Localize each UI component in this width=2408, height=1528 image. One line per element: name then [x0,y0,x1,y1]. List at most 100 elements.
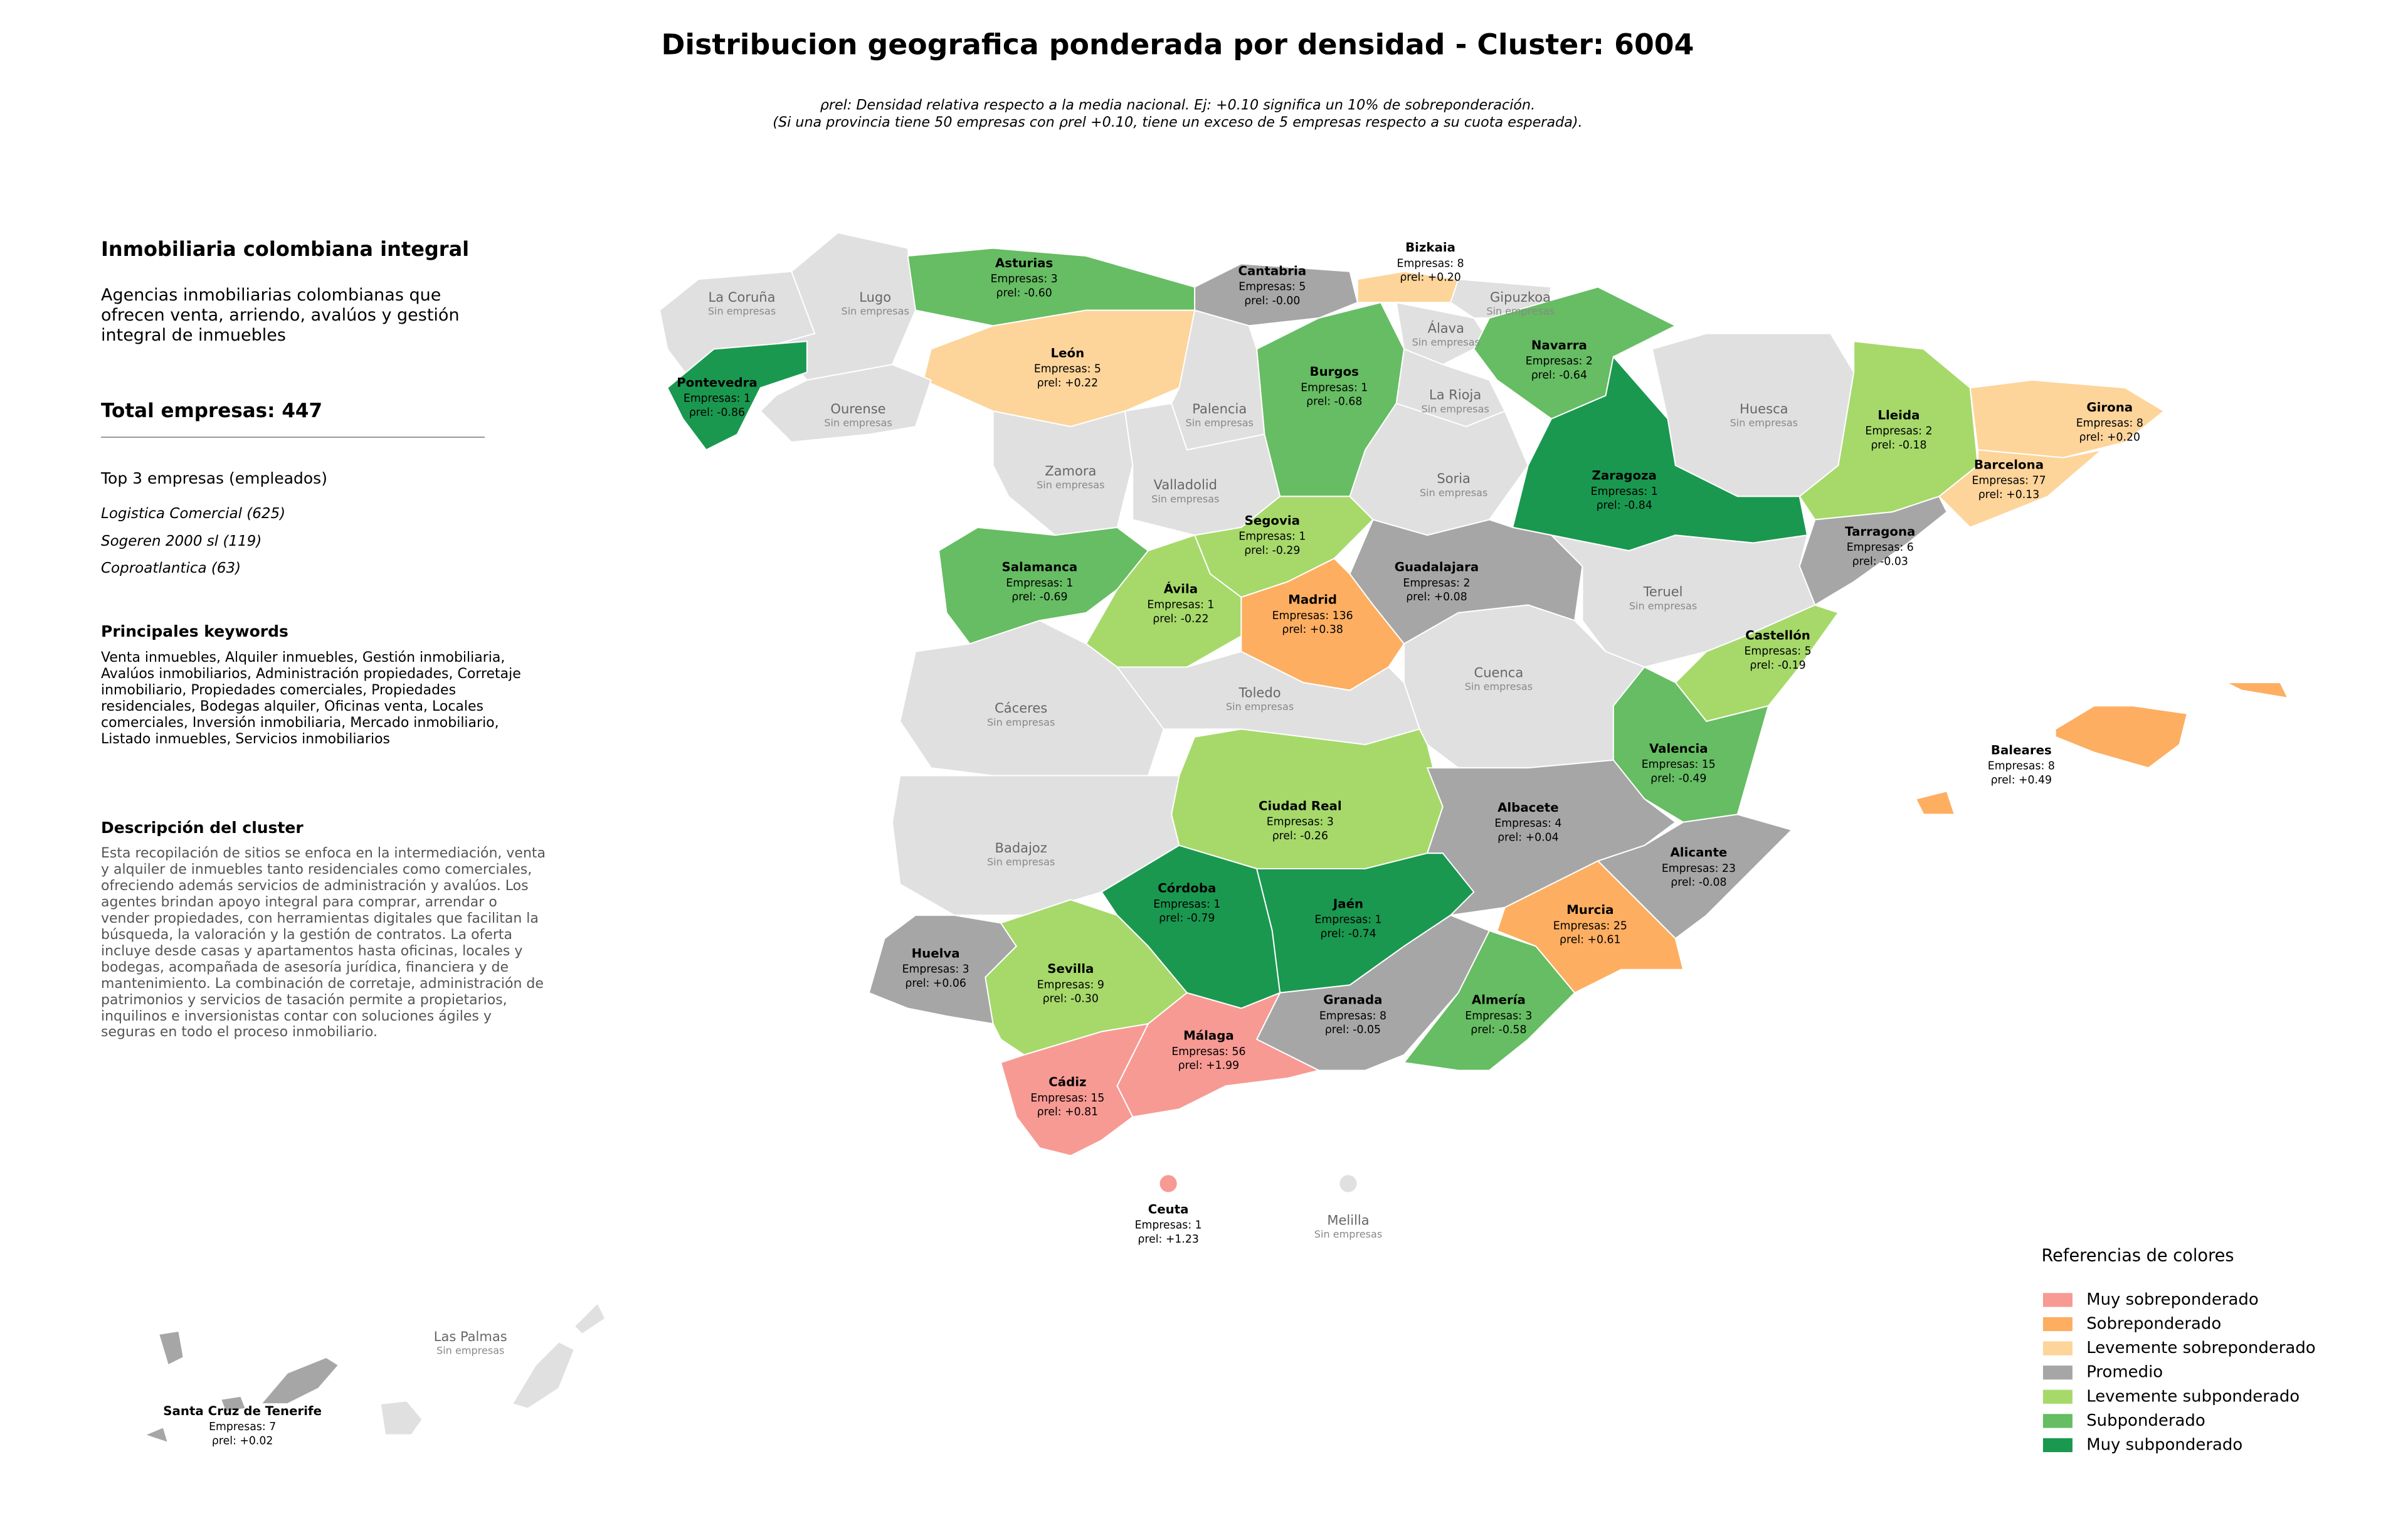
province-name: Santa Cruz de Tenerife [163,1404,322,1418]
province-shape [1116,650,1421,746]
province-note: Sin empresas [842,305,909,317]
province-name: Valladolid [1154,477,1217,492]
legend-label: Levemente subponderado [2086,1387,2300,1406]
province-rho: ρrel: +0.08 [1406,591,1467,603]
province-count: Empresas: 8 [1319,1010,1386,1022]
province-count: Empresas: 23 [1662,862,1736,875]
province-shape [1938,448,2104,529]
legend-swatch [2042,1317,2073,1332]
province-name: Baleares [1991,743,2052,757]
province-count: Empresas: 5 [1744,645,1811,658]
province-name: Lugo [859,289,891,305]
province-shape [1914,790,1956,815]
province-count: Empresas: 1 [1314,914,1381,926]
province-name: Jaén [1332,896,1363,911]
province-count: Empresas: 4 [1494,817,1561,830]
legend-swatch [2042,1366,2073,1380]
province-name: Toledo [1238,684,1281,700]
province-count: Empresas: 6 [1847,541,1914,554]
top-company: Sogeren 2000 sl (119) [101,533,262,549]
province-rho: ρrel: -0.64 [1531,369,1587,381]
province-name: Álava [1428,320,1464,336]
province-count: Empresas: 3 [991,273,1058,285]
province-count: Empresas: 2 [1403,577,1470,590]
province-count: Empresas: 15 [1030,1092,1104,1105]
province-name: Asturias [995,256,1053,270]
province-shape [1159,1175,1177,1192]
province-name: Huesca [1740,401,1788,416]
province-count: Empresas: 3 [1267,816,1334,829]
province-name: Granada [1323,993,1382,1007]
province-count: Empresas: 1 [1153,898,1220,911]
province-count: Empresas: 15 [1642,758,1716,771]
province-name: Burgos [1310,364,1359,379]
province-count: Empresas: 77 [1972,475,2046,487]
province-rho: ρrel: -0.68 [1306,396,1362,408]
province-rho: ρrel: +0.02 [212,1435,273,1448]
province-rho: ρrel: +1.23 [1138,1233,1199,1246]
province-shape [1339,1175,1357,1192]
province-rho: ρrel: -0.19 [1750,659,1805,672]
province-rho: ρrel: -0.00 [1244,295,1300,307]
province-count: Empresas: 8 [1988,760,2055,773]
legend: Referencias de colores Muy sobreponderado… [2041,1246,2315,1455]
province-rho: ρrel: +0.81 [1037,1106,1099,1118]
top-company: Logistica Comercial (625) [101,506,286,522]
province-note: Sin empresas [1629,600,1697,612]
province-rho: ρrel: +0.04 [1497,831,1559,844]
province-name: Tarragona [1845,524,1915,539]
province-name: Córdoba [1158,881,1216,896]
province-shape [260,1356,340,1405]
province-name: Zamora [1045,463,1096,479]
province-count: Empresas: 25 [1553,920,1627,932]
cluster-summary: Agencias inmobiliarias colombianas que o… [101,285,460,345]
province-name: Castellón [1745,628,1810,642]
province-name: Bizkaia [1405,240,1455,255]
note: (Si una provincia tiene 50 empresas con … [773,114,1582,130]
province-rho: ρrel: -0.05 [1325,1024,1381,1036]
province-rho: ρrel: +0.06 [905,977,966,990]
legend-swatch [2042,1341,2073,1356]
province-name: Navarra [1531,338,1587,353]
province-note: Sin empresas [987,856,1055,868]
province-rho: ρrel: -0.29 [1244,544,1300,557]
province-name: Soria [1437,470,1471,486]
province-note: Sin empresas [1412,336,1480,348]
province-shape [2054,705,2189,769]
province-count: Empresas: 8 [2076,417,2143,430]
province-count: Empresas: 3 [902,963,969,976]
legend-label: Sobreponderado [2086,1315,2221,1334]
province-rho: ρrel: -0.58 [1471,1024,1526,1036]
province-name: Barcelona [1974,457,2044,472]
province-note: Sin empresas [436,1345,504,1357]
province-note: Sin empresas [1037,479,1104,491]
province-count: Empresas: 1 [1147,599,1214,612]
province-name: Ourense [830,401,885,416]
province-note: Sin empresas [1486,305,1554,317]
province-name: Málaga [1183,1029,1234,1043]
legend-label: Muy sobreponderado [2086,1290,2259,1309]
cluster-name: Inmobiliaria colombiana integral [101,237,470,261]
province-note: Sin empresas [1151,493,1219,505]
province-name: Ciudad Real [1259,799,1342,814]
province-name: Salamanca [1001,560,1077,575]
province-name: Ávila [1164,581,1198,596]
legend-swatch [2042,1389,2073,1404]
province-name: León [1051,346,1085,360]
province-rho: ρrel: -0.74 [1320,928,1376,940]
legend-title: Referencias de colores [2041,1246,2234,1266]
province-rho: ρrel: +0.13 [1978,489,2040,501]
province-note: Sin empresas [987,716,1055,728]
province-count: Empresas: 2 [1865,425,1932,438]
province-shape [1403,930,1576,1071]
cluster-heading: Descripción del cluster [101,819,304,837]
province-rho: ρrel: -0.18 [1871,439,1926,452]
top-heading: Top 3 empresas (empleados) [101,469,327,487]
province-name: Guadalajara [1395,560,1479,575]
province-name: Segovia [1245,513,1300,528]
legend-swatch [2042,1293,2073,1307]
province-name: Las Palmas [434,1329,507,1344]
top-company: Coproatlantica (63) [101,560,241,576]
province-name: Murcia [1566,903,1613,917]
